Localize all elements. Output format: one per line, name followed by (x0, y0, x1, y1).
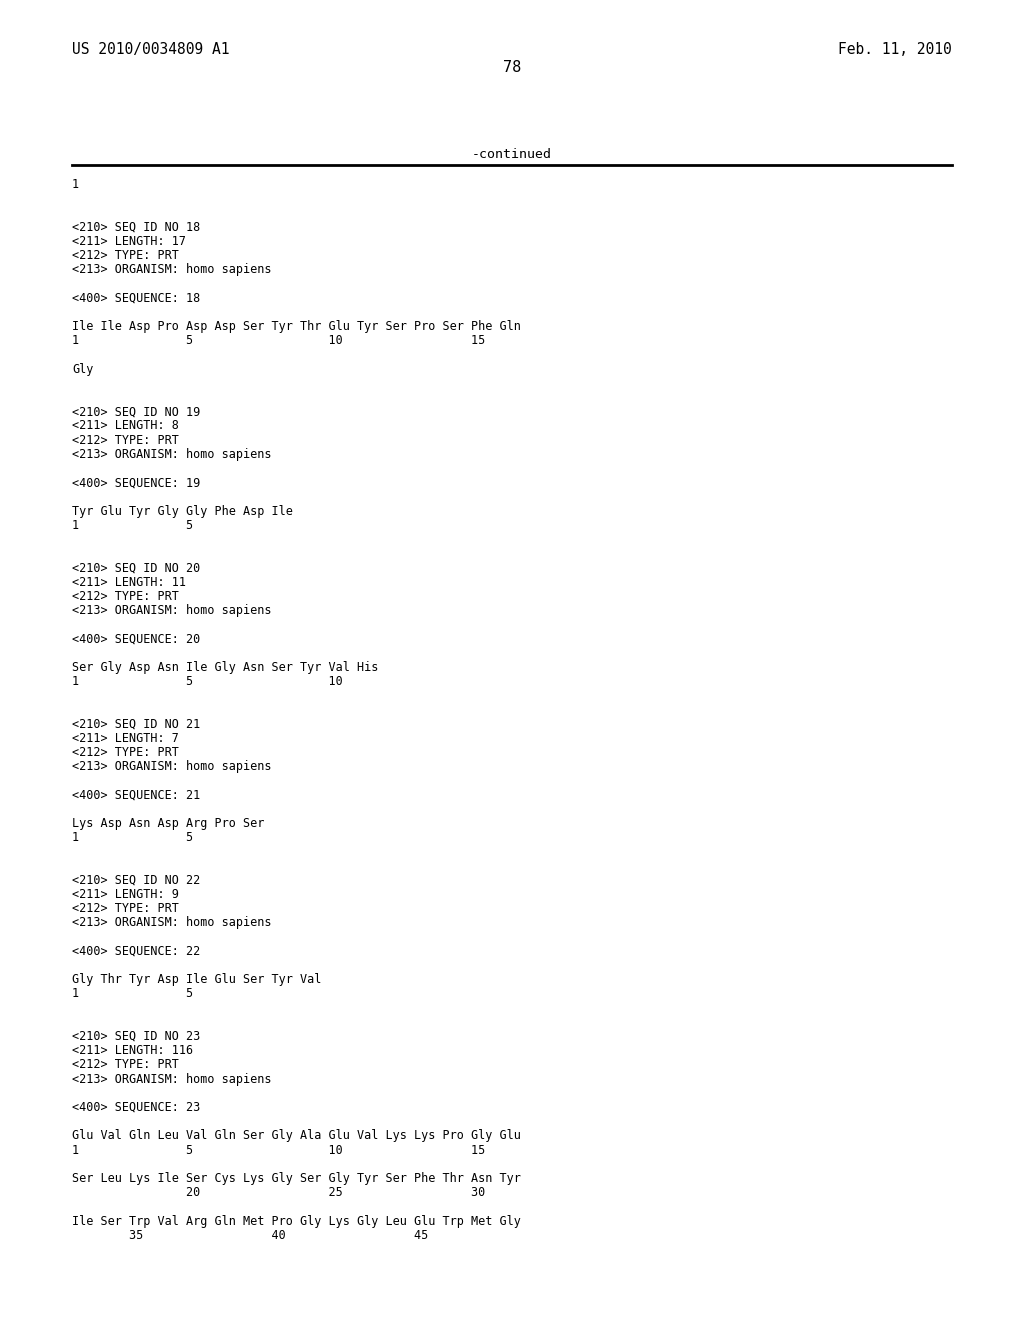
Text: Ile Ile Asp Pro Asp Asp Ser Tyr Thr Glu Tyr Ser Pro Ser Phe Gln: Ile Ile Asp Pro Asp Asp Ser Tyr Thr Glu … (72, 319, 521, 333)
Text: <400> SEQUENCE: 21: <400> SEQUENCE: 21 (72, 788, 201, 801)
Text: <213> ORGANISM: homo sapiens: <213> ORGANISM: homo sapiens (72, 605, 271, 616)
Text: Lys Asp Asn Asp Arg Pro Ser: Lys Asp Asn Asp Arg Pro Ser (72, 817, 264, 830)
Text: <212> TYPE: PRT: <212> TYPE: PRT (72, 433, 179, 446)
Text: <400> SEQUENCE: 18: <400> SEQUENCE: 18 (72, 292, 201, 305)
Text: Feb. 11, 2010: Feb. 11, 2010 (839, 42, 952, 57)
Text: <400> SEQUENCE: 19: <400> SEQUENCE: 19 (72, 477, 201, 490)
Text: 1               5                   10                  15: 1 5 10 15 (72, 1143, 485, 1156)
Text: <212> TYPE: PRT: <212> TYPE: PRT (72, 249, 179, 261)
Text: Tyr Glu Tyr Gly Gly Phe Asp Ile: Tyr Glu Tyr Gly Gly Phe Asp Ile (72, 504, 293, 517)
Text: <210> SEQ ID NO 19: <210> SEQ ID NO 19 (72, 405, 201, 418)
Text: <211> LENGTH: 17: <211> LENGTH: 17 (72, 235, 186, 248)
Text: <212> TYPE: PRT: <212> TYPE: PRT (72, 902, 179, 915)
Text: <213> ORGANISM: homo sapiens: <213> ORGANISM: homo sapiens (72, 447, 271, 461)
Text: Ile Ser Trp Val Arg Gln Met Pro Gly Lys Gly Leu Glu Trp Met Gly: Ile Ser Trp Val Arg Gln Met Pro Gly Lys … (72, 1214, 521, 1228)
Text: Glu Val Gln Leu Val Gln Ser Gly Ala Glu Val Lys Lys Pro Gly Glu: Glu Val Gln Leu Val Gln Ser Gly Ala Glu … (72, 1130, 521, 1142)
Text: <210> SEQ ID NO 20: <210> SEQ ID NO 20 (72, 561, 201, 574)
Text: <212> TYPE: PRT: <212> TYPE: PRT (72, 590, 179, 603)
Text: <400> SEQUENCE: 23: <400> SEQUENCE: 23 (72, 1101, 201, 1114)
Text: 1               5                   10: 1 5 10 (72, 675, 343, 688)
Text: <210> SEQ ID NO 21: <210> SEQ ID NO 21 (72, 718, 201, 730)
Text: 1               5: 1 5 (72, 832, 194, 845)
Text: Gly: Gly (72, 363, 93, 376)
Text: 1: 1 (72, 178, 79, 191)
Text: <211> LENGTH: 7: <211> LENGTH: 7 (72, 731, 179, 744)
Text: <211> LENGTH: 11: <211> LENGTH: 11 (72, 576, 186, 589)
Text: 1               5: 1 5 (72, 519, 194, 532)
Text: <213> ORGANISM: homo sapiens: <213> ORGANISM: homo sapiens (72, 760, 271, 774)
Text: <211> LENGTH: 9: <211> LENGTH: 9 (72, 888, 179, 902)
Text: <210> SEQ ID NO 18: <210> SEQ ID NO 18 (72, 220, 201, 234)
Text: <400> SEQUENCE: 20: <400> SEQUENCE: 20 (72, 632, 201, 645)
Text: 1               5                   10                  15: 1 5 10 15 (72, 334, 485, 347)
Text: <211> LENGTH: 116: <211> LENGTH: 116 (72, 1044, 194, 1057)
Text: 1               5: 1 5 (72, 987, 194, 1001)
Text: <212> TYPE: PRT: <212> TYPE: PRT (72, 1059, 179, 1072)
Text: <212> TYPE: PRT: <212> TYPE: PRT (72, 746, 179, 759)
Text: <213> ORGANISM: homo sapiens: <213> ORGANISM: homo sapiens (72, 1073, 271, 1085)
Text: 78: 78 (503, 59, 521, 75)
Text: Ser Gly Asp Asn Ile Gly Asn Ser Tyr Val His: Ser Gly Asp Asn Ile Gly Asn Ser Tyr Val … (72, 661, 379, 673)
Text: <210> SEQ ID NO 23: <210> SEQ ID NO 23 (72, 1030, 201, 1043)
Text: 35                  40                  45: 35 40 45 (72, 1229, 428, 1242)
Text: US 2010/0034809 A1: US 2010/0034809 A1 (72, 42, 229, 57)
Text: <211> LENGTH: 8: <211> LENGTH: 8 (72, 420, 179, 433)
Text: -continued: -continued (472, 148, 552, 161)
Text: Gly Thr Tyr Asp Ile Glu Ser Tyr Val: Gly Thr Tyr Asp Ile Glu Ser Tyr Val (72, 973, 322, 986)
Text: 20                  25                  30: 20 25 30 (72, 1187, 485, 1199)
Text: <213> ORGANISM: homo sapiens: <213> ORGANISM: homo sapiens (72, 263, 271, 276)
Text: <210> SEQ ID NO 22: <210> SEQ ID NO 22 (72, 874, 201, 887)
Text: Ser Leu Lys Ile Ser Cys Lys Gly Ser Gly Tyr Ser Phe Thr Asn Tyr: Ser Leu Lys Ile Ser Cys Lys Gly Ser Gly … (72, 1172, 521, 1185)
Text: <400> SEQUENCE: 22: <400> SEQUENCE: 22 (72, 945, 201, 958)
Text: <213> ORGANISM: homo sapiens: <213> ORGANISM: homo sapiens (72, 916, 271, 929)
